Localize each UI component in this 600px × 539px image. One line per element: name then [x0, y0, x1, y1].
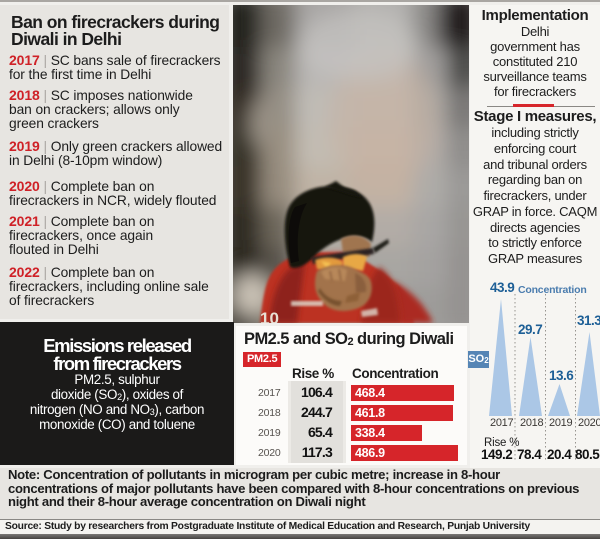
svg-text:10: 10 — [260, 309, 279, 323]
